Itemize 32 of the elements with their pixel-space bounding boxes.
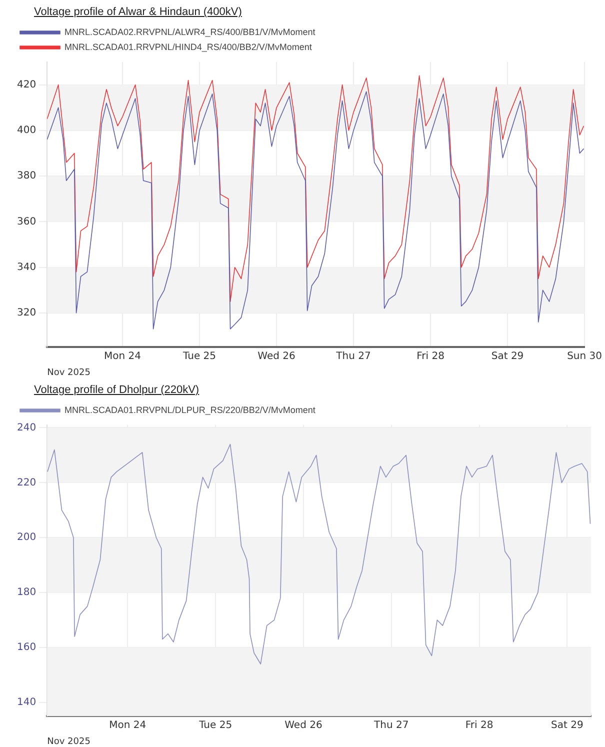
- x-axis-title: Nov 2025: [47, 368, 90, 378]
- x-tick-label: Sat 29: [551, 720, 584, 731]
- chart-title: Voltage profile of Alwar & Hindaun (400kV): [34, 6, 242, 18]
- y-tick-label: 380: [16, 170, 36, 182]
- x-tick-label: Sun 30: [567, 350, 602, 362]
- x-tick-label: Wed 26: [258, 350, 296, 362]
- y-tick-label: 340: [16, 262, 36, 273]
- y-tick-label: 420: [16, 79, 36, 90]
- x-tick-label: Mon 24: [104, 350, 141, 362]
- x-tick-label: Thu 27: [373, 720, 409, 731]
- y-tick-label: 200: [16, 532, 36, 544]
- y-tick-label: 320: [16, 308, 36, 319]
- y-tick-label: 360: [16, 216, 36, 228]
- x-tick-label: Wed 26: [284, 720, 322, 731]
- y-tick-label: 240: [16, 422, 36, 434]
- legend-label: MNRL.SCADA01.RRVPNL/DLPUR_RS/220/BB2/V/MvMoment: [64, 404, 316, 415]
- y-tick-label: 180: [16, 587, 36, 598]
- x-tick-label: Sat 29: [491, 350, 524, 362]
- x-tick-label: Fri 28: [416, 350, 444, 362]
- x-tick-label: Mon 24: [109, 720, 146, 731]
- y-tick-label: 140: [16, 697, 36, 708]
- chart-title: Voltage profile of Dholpur (220kV): [34, 384, 200, 396]
- x-tick-label: Thu 27: [335, 350, 371, 362]
- y-tick-label: 160: [16, 642, 36, 654]
- x-axis-title: Nov 2025: [47, 736, 90, 747]
- legend-label: MNRL.SCADA02.RRVPNL/ALWR4_RS/400/BB1/V/MvMoment: [64, 26, 316, 37]
- x-tick-label: Tue 25: [198, 720, 232, 731]
- x-tick-label: Tue 25: [182, 350, 216, 362]
- y-tick-label: 220: [16, 477, 36, 488]
- legend-label: MNRL.SCADA01.RRVPNL/HIND4_RS/400/BB2/V/MvMoment: [64, 42, 312, 52]
- y-tick-label: 400: [16, 125, 36, 136]
- x-tick-label: Fri 28: [465, 720, 494, 731]
